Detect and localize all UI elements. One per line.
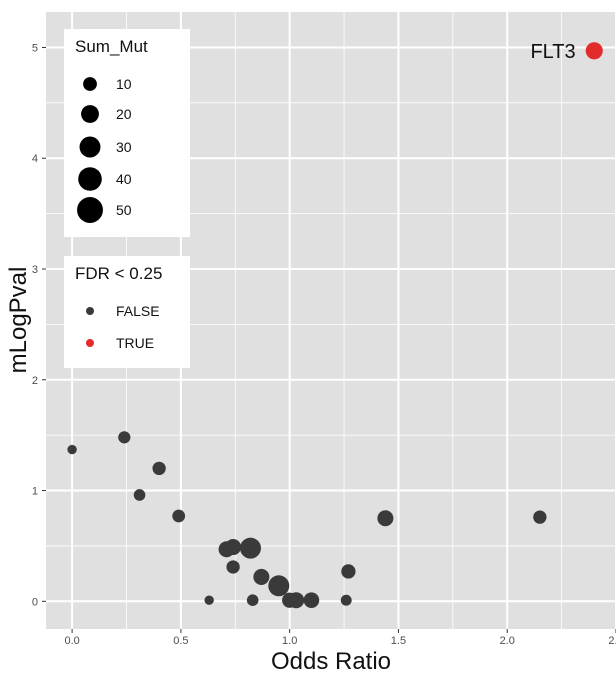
x-axis-title: Odds Ratio [271,648,391,675]
y-tick-label: 2 [32,375,38,387]
data-point [341,564,356,579]
point-annotation: FLT3 [530,41,575,63]
data-point [204,595,214,605]
legend-sum-mut-title: Sum_Mut [75,37,148,56]
x-tick-label: 0.5 [173,635,188,647]
legend-size-label: 50 [116,202,132,218]
data-point [118,431,131,444]
data-points: FLT3 [67,41,603,609]
data-point [67,444,77,455]
data-point [340,594,352,606]
data-point [253,568,270,585]
legend-size-swatch [77,197,103,223]
legend-size-label: 30 [116,139,132,155]
legend-size-swatch [79,136,101,158]
legend-size-label: 20 [116,106,132,122]
x-tick-label: 0.0 [64,635,79,647]
y-tick-label: 1 [32,486,38,498]
legend-fdr-title: FDR < 0.25 [75,264,162,283]
x-tick-label: 2.0 [500,635,515,647]
x-axis-ticks: 0.0 0.5 1.0 1.5 2.0 2.5 [64,629,616,647]
legend-fdr: FDR < 0.25 FALSE TRUE [64,256,190,368]
x-tick-label: 2.5 [608,635,616,647]
data-point [225,539,242,556]
legend-sum-mut: Sum_Mut 10 20 30 40 50 [64,29,190,237]
data-point [377,510,394,527]
legend-fdr-label: TRUE [116,335,154,351]
data-point [268,575,290,597]
data-point-flt3 [585,42,603,60]
y-tick-label: 0 [32,596,38,608]
data-point [240,537,261,559]
data-point [533,510,547,524]
data-point [303,592,320,608]
legend-fdr-box [64,256,190,368]
data-point [133,489,146,501]
y-tick-label: 3 [32,264,38,276]
data-point [288,592,305,609]
data-point [226,560,240,574]
y-axis-ticks: 0 1 2 3 4 5 [32,42,46,608]
y-tick-label: 5 [32,42,38,54]
data-point [246,594,259,606]
x-tick-label: 1.0 [282,635,297,647]
legend-fdr-swatch [86,307,94,315]
data-point [152,461,166,476]
legend-size-label: 10 [116,76,132,92]
y-axis-title: mLogPval [5,267,32,374]
legend-fdr-swatch [86,339,94,347]
y-tick-label: 4 [32,153,38,165]
legend-size-swatch [81,105,99,123]
legend-size-swatch [83,77,97,91]
legend-fdr-label: FALSE [116,303,160,319]
data-point [172,509,186,523]
x-tick-label: 1.5 [391,635,406,647]
legend-size-swatch [78,167,102,191]
legend-size-label: 40 [116,171,132,187]
